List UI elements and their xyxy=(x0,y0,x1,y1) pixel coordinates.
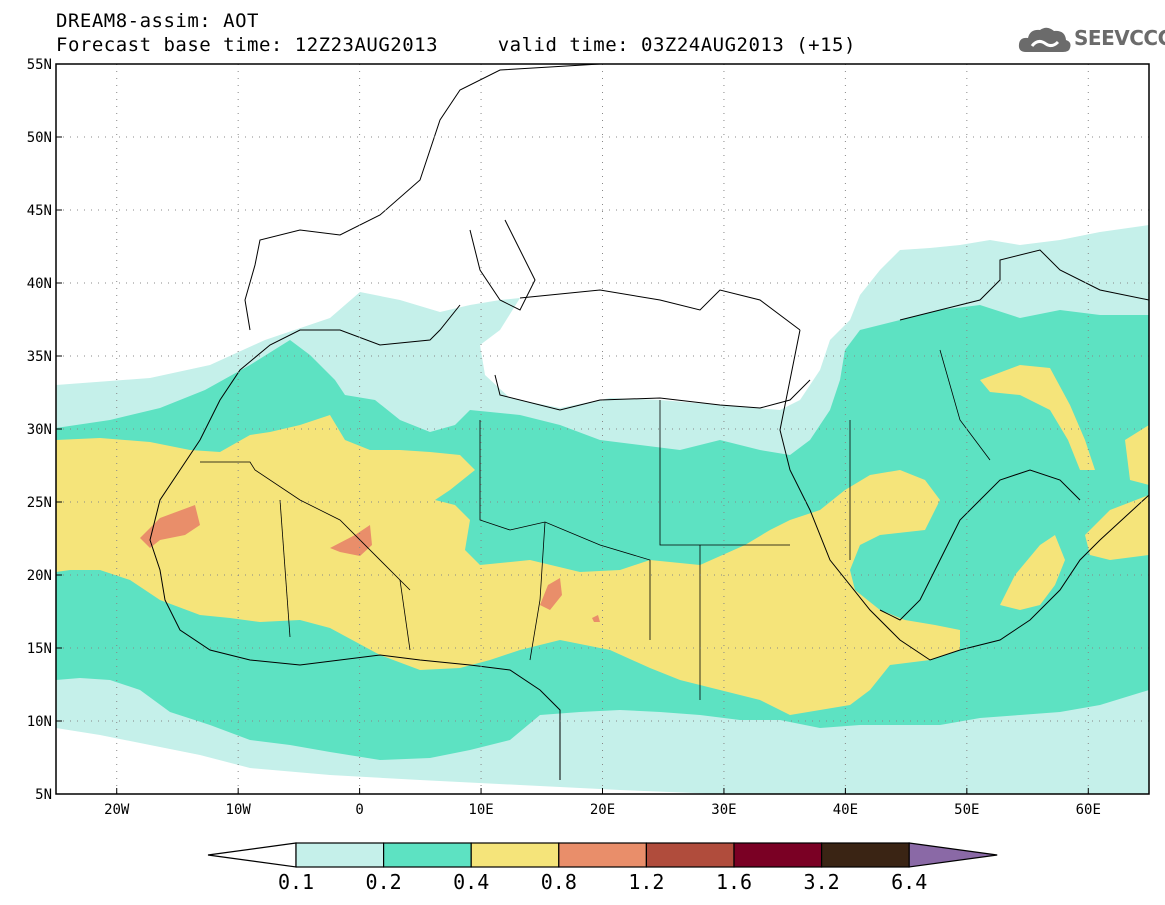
colorbar-swatch xyxy=(470,842,560,868)
aot-contour-0.4-gulf xyxy=(1125,425,1149,485)
country-borders xyxy=(200,349,991,700)
lat-tick-label: 35N xyxy=(27,349,52,365)
lat-tick-label: 40N xyxy=(27,276,52,292)
colorbar-label: 0.4 xyxy=(453,870,489,894)
lat-tick-label: 55N xyxy=(27,57,52,73)
logo-text: SEEVCCC xyxy=(1074,26,1165,50)
colorbar-swatch xyxy=(383,842,472,868)
lon-tick-label: 10W xyxy=(226,802,252,818)
lon-tick-label: 60E xyxy=(1076,802,1101,818)
lat-tick-label: 45N xyxy=(27,203,52,219)
lon-tick-label: 50E xyxy=(954,802,979,818)
lon-tick-label: 20E xyxy=(590,802,615,818)
lat-tick-label: 50N xyxy=(27,130,52,146)
colorbar-label: 0.2 xyxy=(366,870,402,894)
colorbar-label: 3.2 xyxy=(804,870,840,894)
lat-tick-label: 5N xyxy=(35,787,52,803)
colorbar: 0.1 0.2 0.4 0.8 1.2 1.6 3.2 6.4 xyxy=(207,842,998,894)
colorbar-label: 0.8 xyxy=(541,870,577,894)
colorbar-under-arrow xyxy=(207,842,297,868)
colorbar-label: 1.2 xyxy=(628,870,664,894)
colorbar-label: 1.6 xyxy=(716,870,752,894)
lon-tick-label: 40E xyxy=(833,802,858,818)
aot-contour-0.8-chad xyxy=(540,578,562,610)
lon-tick-label: 30E xyxy=(711,802,736,818)
aot-contour-0.4 xyxy=(56,415,960,715)
lat-tick-label: 10N xyxy=(27,714,52,730)
aot-contour-0.8-small xyxy=(592,615,600,622)
colorbar-swatch xyxy=(733,842,823,868)
colorbar-label: 0.1 xyxy=(278,870,314,894)
seevccc-logo: SEEVCCC xyxy=(1018,24,1165,56)
map-grid xyxy=(56,64,1149,794)
lat-tick-label: 20N xyxy=(27,568,52,584)
lat-tick-label: 25N xyxy=(27,495,52,511)
chart-subtitle: Forecast base time: 12Z23AUG2013 valid t… xyxy=(56,34,856,56)
colorbar-label: 6.4 xyxy=(891,870,927,894)
aot-contour-0.4-arabia xyxy=(1000,535,1065,610)
aot-contour-0.4-oman xyxy=(1085,495,1149,560)
colorbar-swatch xyxy=(645,842,735,868)
latitude-labels: 55N 50N 45N 40N 35N 30N 25N 20N 15N 10N 5N xyxy=(27,57,62,803)
cloud-icon xyxy=(1018,27,1071,52)
colorbar-over-arrow xyxy=(908,842,998,868)
lon-tick-label: 20W xyxy=(104,802,130,818)
colorbar-swatch xyxy=(295,842,385,868)
lat-tick-label: 15N xyxy=(27,641,52,657)
aot-contour-0.8-mali xyxy=(330,525,372,556)
aot-contour-0.8-mauritania xyxy=(140,505,200,548)
lon-tick-label: 0 xyxy=(355,802,363,818)
lon-tick-label: 10E xyxy=(468,802,493,818)
colorbar-swatch xyxy=(558,842,647,868)
colorbar-swatch xyxy=(820,842,910,868)
aot-contour-0.4-iran xyxy=(980,365,1095,470)
lat-tick-label: 30N xyxy=(27,422,52,438)
longitude-labels: 20W 10W 0 10E 20E 30E 40E 50E 60E xyxy=(104,788,1101,818)
chart-title: DREAM8-assim: AOT xyxy=(56,10,259,32)
